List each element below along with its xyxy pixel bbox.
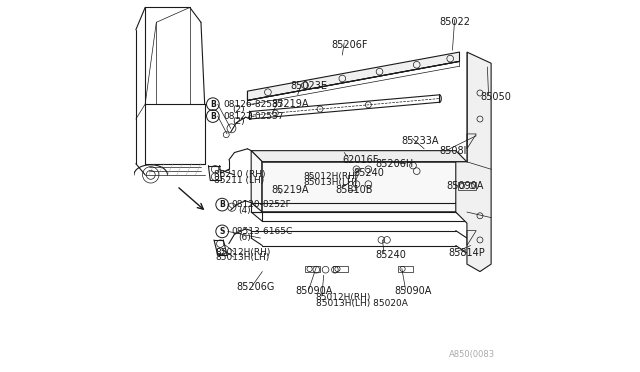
Text: B: B xyxy=(210,100,216,109)
Text: 85090A: 85090A xyxy=(394,286,432,296)
Text: 85012H(RH): 85012H(RH) xyxy=(303,172,358,181)
Text: 08126-82537: 08126-82537 xyxy=(223,100,284,109)
Text: S: S xyxy=(220,227,225,236)
Text: (2): (2) xyxy=(232,117,245,126)
Text: 08120-8252F: 08120-8252F xyxy=(232,200,291,209)
Text: 85219A: 85219A xyxy=(271,99,309,109)
Text: 85240: 85240 xyxy=(353,168,385,178)
Polygon shape xyxy=(456,52,491,272)
Text: A850(0083: A850(0083 xyxy=(449,350,495,359)
Polygon shape xyxy=(251,151,467,162)
Text: 85013H(LH) 85020A: 85013H(LH) 85020A xyxy=(316,299,408,308)
Text: 85022: 85022 xyxy=(439,17,470,27)
Text: (6): (6) xyxy=(238,233,251,242)
Text: 85206F: 85206F xyxy=(331,40,367,49)
Text: 85810B: 85810B xyxy=(335,185,372,195)
Text: 85013H(LH): 85013H(LH) xyxy=(303,178,358,187)
Polygon shape xyxy=(251,151,262,212)
Text: 85240: 85240 xyxy=(376,250,406,260)
Text: 85233A: 85233A xyxy=(402,137,439,146)
Text: 85090A: 85090A xyxy=(296,286,333,296)
Text: 85211 (LH): 85211 (LH) xyxy=(214,176,264,185)
Text: B: B xyxy=(220,200,225,209)
Polygon shape xyxy=(262,162,467,212)
Text: 08127-02537: 08127-02537 xyxy=(223,112,284,121)
Text: 8508l: 8508l xyxy=(439,146,467,155)
Text: 85206H: 85206H xyxy=(376,159,414,169)
Text: 85050: 85050 xyxy=(480,92,511,102)
Text: (2): (2) xyxy=(232,105,245,114)
Text: (4): (4) xyxy=(238,206,251,215)
Text: 85210 (RH): 85210 (RH) xyxy=(214,170,266,179)
Text: 85219A: 85219A xyxy=(271,185,309,195)
Text: 08513-6165C: 08513-6165C xyxy=(232,227,292,236)
Polygon shape xyxy=(248,52,460,100)
Text: 85206G: 85206G xyxy=(236,282,275,292)
Text: 85814P: 85814P xyxy=(449,248,485,258)
Text: B: B xyxy=(210,112,216,121)
Text: 85023E: 85023E xyxy=(291,81,327,90)
Text: 85012H(RH): 85012H(RH) xyxy=(216,248,271,257)
Text: 62016F: 62016F xyxy=(342,155,379,165)
Text: 85012H(RH): 85012H(RH) xyxy=(316,293,371,302)
Text: 85013H(LH): 85013H(LH) xyxy=(216,253,270,262)
Text: 85090A: 85090A xyxy=(447,181,484,191)
